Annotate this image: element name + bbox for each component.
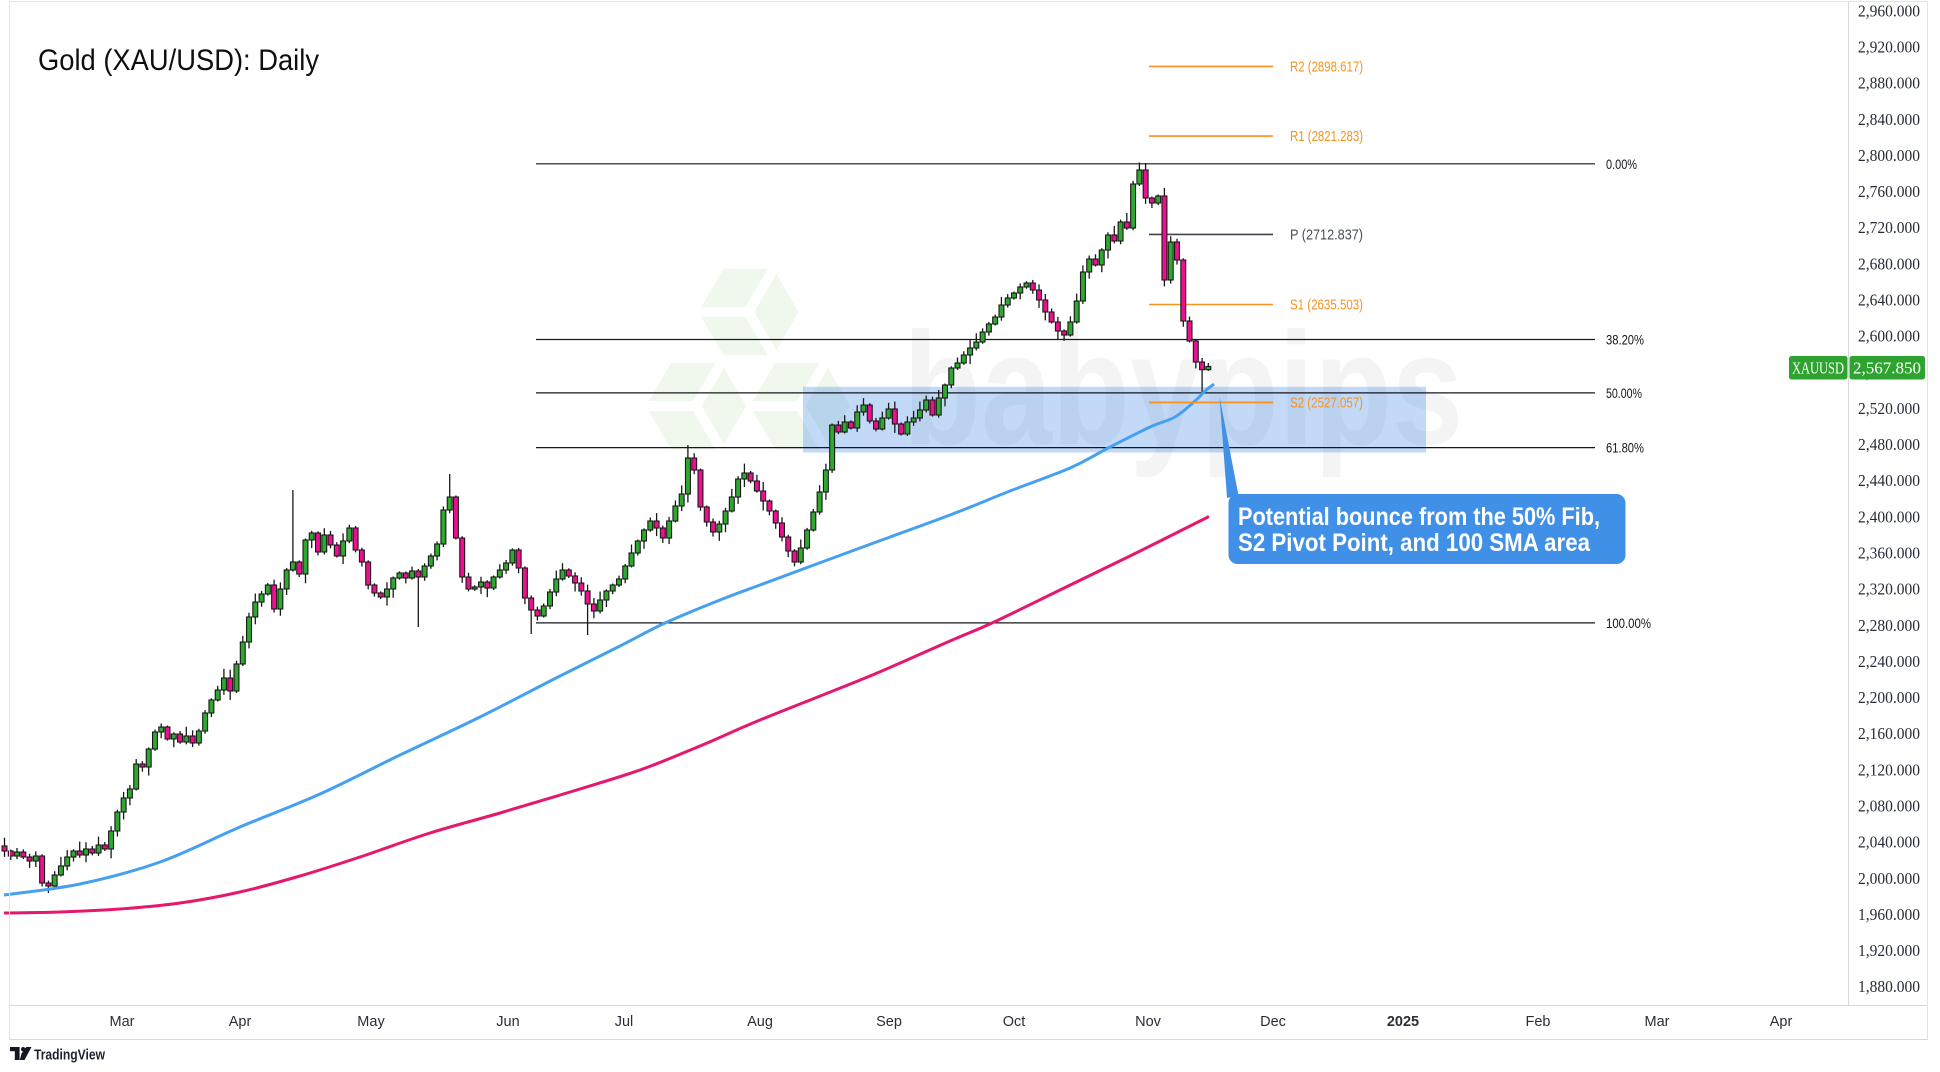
svg-text:2,480.000: 2,480.000 xyxy=(1858,435,1920,454)
svg-text:Oct: Oct xyxy=(1003,1014,1026,1030)
svg-text:Apr: Apr xyxy=(229,1014,252,1030)
svg-text:2,760.000: 2,760.000 xyxy=(1858,182,1920,201)
svg-text:Jul: Jul xyxy=(615,1014,634,1030)
svg-text:S1 (2635.503): S1 (2635.503) xyxy=(1290,298,1363,314)
svg-text:38.20%: 38.20% xyxy=(1606,332,1644,348)
svg-text:P (2712.837): P (2712.837) xyxy=(1290,227,1363,243)
svg-text:2,000.000: 2,000.000 xyxy=(1858,869,1920,888)
svg-text:2,600.000: 2,600.000 xyxy=(1858,327,1920,346)
svg-text:TradingView: TradingView xyxy=(34,1047,105,1064)
svg-text:2,880.000: 2,880.000 xyxy=(1858,74,1920,93)
svg-text:1,960.000: 1,960.000 xyxy=(1858,905,1920,924)
svg-text:Sep: Sep xyxy=(876,1014,902,1030)
svg-text:2,200.000: 2,200.000 xyxy=(1858,688,1920,707)
svg-text:Mar: Mar xyxy=(110,1014,135,1030)
svg-text:Potential bounce from the 50%: Potential bounce from the 50% Fib, xyxy=(1238,503,1600,531)
svg-text:S2 Pivot Point, and 100 SMA ar: S2 Pivot Point, and 100 SMA area xyxy=(1238,529,1591,557)
svg-text:R1 (2821.283): R1 (2821.283) xyxy=(1290,129,1363,145)
svg-text:2,840.000: 2,840.000 xyxy=(1858,110,1920,129)
svg-text:2025: 2025 xyxy=(1387,1014,1419,1030)
svg-text:Aug: Aug xyxy=(747,1014,773,1030)
svg-text:Apr: Apr xyxy=(1770,1014,1793,1030)
svg-text:2,920.000: 2,920.000 xyxy=(1858,38,1920,57)
svg-text:2,567.850: 2,567.850 xyxy=(1853,359,1921,378)
svg-text:2,120.000: 2,120.000 xyxy=(1858,760,1920,779)
svg-text:2,040.000: 2,040.000 xyxy=(1858,833,1920,852)
svg-text:May: May xyxy=(357,1014,385,1030)
svg-text:Jun: Jun xyxy=(496,1014,519,1030)
svg-text:2,440.000: 2,440.000 xyxy=(1858,471,1920,490)
svg-text:Dec: Dec xyxy=(1260,1014,1286,1030)
svg-text:1,920.000: 1,920.000 xyxy=(1858,941,1920,960)
svg-text:1,880.000: 1,880.000 xyxy=(1858,977,1920,996)
svg-text:S2 (2527.057): S2 (2527.057) xyxy=(1290,395,1363,411)
svg-text:2,280.000: 2,280.000 xyxy=(1858,616,1920,635)
svg-text:Feb: Feb xyxy=(1526,1014,1551,1030)
svg-text:61.80%: 61.80% xyxy=(1606,440,1644,456)
svg-text:R2 (2898.617): R2 (2898.617) xyxy=(1290,59,1363,75)
svg-text:Mar: Mar xyxy=(1645,1014,1670,1030)
svg-text:XAUUSD: XAUUSD xyxy=(1792,359,1844,378)
svg-text:2,160.000: 2,160.000 xyxy=(1858,724,1920,743)
svg-text:2,720.000: 2,720.000 xyxy=(1858,218,1920,237)
svg-text:2,800.000: 2,800.000 xyxy=(1858,146,1920,165)
svg-text:2,400.000: 2,400.000 xyxy=(1858,507,1920,526)
svg-text:2,640.000: 2,640.000 xyxy=(1858,291,1920,310)
svg-text:2,520.000: 2,520.000 xyxy=(1858,399,1920,418)
svg-text:2,680.000: 2,680.000 xyxy=(1858,254,1920,273)
svg-text:2,240.000: 2,240.000 xyxy=(1858,652,1920,671)
svg-text:2,320.000: 2,320.000 xyxy=(1858,580,1920,599)
svg-text:50.00%: 50.00% xyxy=(1606,385,1642,401)
svg-text:2,080.000: 2,080.000 xyxy=(1858,797,1920,816)
svg-text:Gold (XAU/USD): Daily: Gold (XAU/USD): Daily xyxy=(38,44,319,77)
svg-text:100.00%: 100.00% xyxy=(1606,615,1651,631)
svg-text:2,960.000: 2,960.000 xyxy=(1858,1,1920,20)
svg-text:0.00%: 0.00% xyxy=(1606,156,1637,172)
svg-text:Nov: Nov xyxy=(1135,1014,1162,1030)
svg-text:2,360.000: 2,360.000 xyxy=(1858,544,1920,563)
